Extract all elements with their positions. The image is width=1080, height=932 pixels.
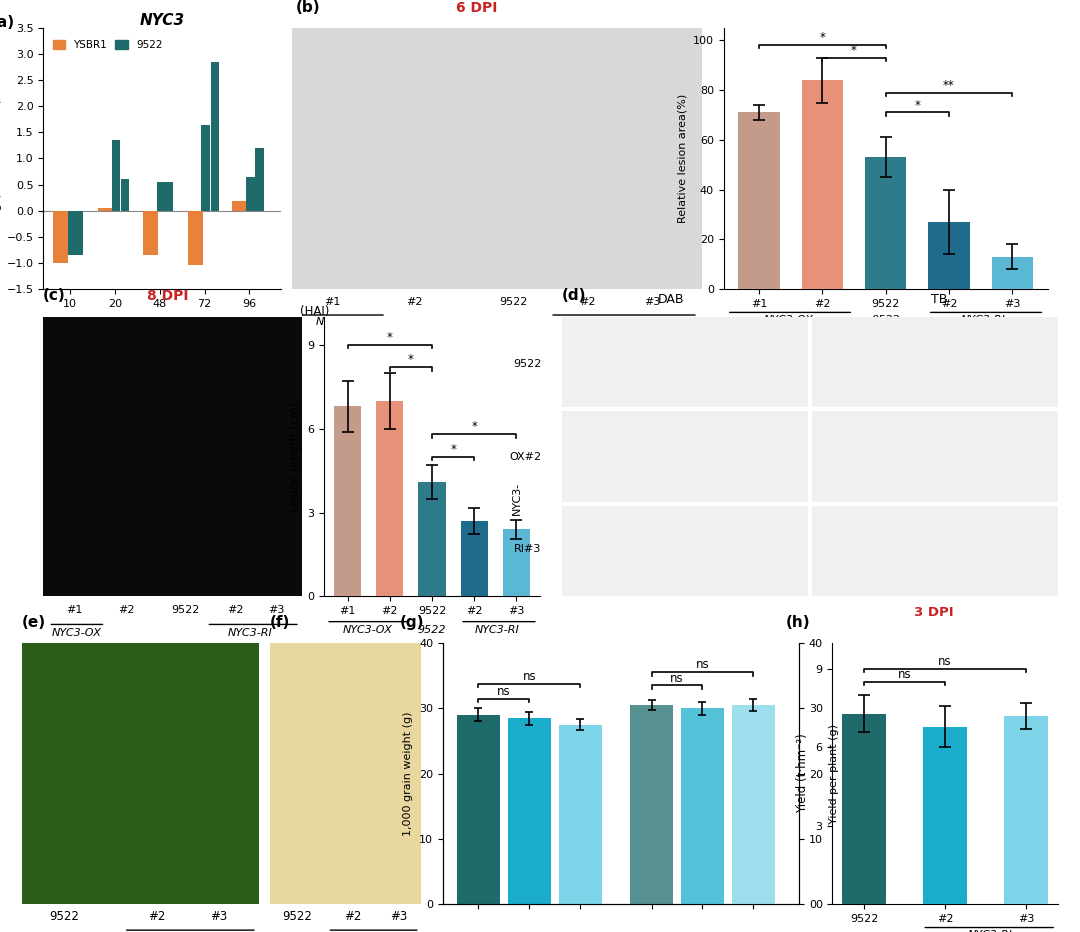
Bar	[842, 714, 887, 904]
Text: ns: ns	[497, 685, 511, 697]
Text: #3: #3	[645, 296, 661, 307]
Bar	[991, 256, 1032, 289]
Text: #2: #2	[579, 296, 595, 307]
Bar	[143, 211, 158, 255]
Bar	[558, 724, 602, 904]
Bar	[53, 211, 68, 263]
Y-axis label: Lesion length (cm): Lesion length (cm)	[288, 402, 301, 512]
Bar	[376, 401, 404, 596]
Text: (e): (e)	[22, 615, 45, 630]
Text: #2: #2	[148, 910, 165, 923]
Bar	[929, 222, 970, 289]
Text: #2: #2	[118, 605, 134, 615]
Text: ns: ns	[897, 668, 912, 681]
Text: #1: #1	[324, 296, 341, 307]
Text: 3 DPI: 3 DPI	[915, 606, 954, 619]
Text: 6 DPI: 6 DPI	[456, 1, 497, 15]
Text: (c): (c)	[43, 288, 66, 303]
Text: ns: ns	[523, 669, 536, 682]
Text: *: *	[450, 443, 456, 456]
Text: 9522: 9522	[872, 315, 900, 325]
Title: NYC3: NYC3	[139, 13, 185, 28]
Text: (d): (d)	[562, 288, 586, 303]
Text: ns: ns	[939, 655, 951, 668]
Text: (f): (f)	[270, 615, 291, 630]
Bar	[801, 80, 842, 289]
Text: NYC3-RI: NYC3-RI	[968, 930, 1013, 932]
Text: (h): (h)	[786, 615, 811, 630]
Text: 9522: 9522	[282, 910, 312, 923]
Text: OX#2: OX#2	[510, 452, 542, 461]
Bar	[121, 179, 130, 211]
Text: 9522: 9522	[50, 910, 79, 923]
Text: 9522: 9522	[172, 605, 200, 615]
Text: #2: #2	[406, 296, 423, 307]
Text: (a): (a)	[0, 15, 15, 30]
Y-axis label: 1,000 grain weight (g): 1,000 grain weight (g)	[404, 711, 414, 836]
Text: NYC3-RI: NYC3-RI	[228, 627, 273, 637]
Bar	[255, 148, 264, 211]
Y-axis label: Yield (t·hm⁻²): Yield (t·hm⁻²)	[796, 733, 809, 814]
Text: #3: #3	[268, 605, 285, 615]
Text: (b): (b)	[296, 0, 321, 15]
Text: *: *	[387, 331, 393, 344]
Bar	[188, 211, 203, 266]
Bar	[681, 708, 724, 904]
Text: *: *	[915, 99, 920, 112]
Text: NYC3-RI: NYC3-RI	[474, 624, 519, 635]
Text: #2: #2	[227, 605, 243, 615]
Text: 9522: 9522	[499, 296, 527, 307]
Text: *: *	[820, 32, 825, 45]
Text: ns: ns	[696, 659, 710, 671]
Bar	[508, 718, 551, 904]
Text: #3: #3	[390, 910, 407, 923]
Y-axis label: Yield per plant (g): Yield per plant (g)	[828, 723, 838, 824]
Bar	[211, 62, 219, 211]
Text: NYC3-RI: NYC3-RI	[602, 318, 647, 327]
Text: 9522: 9522	[513, 360, 542, 369]
Text: *: *	[851, 44, 856, 57]
Bar	[111, 140, 120, 211]
Bar	[68, 211, 83, 255]
Text: NYC3-OX: NYC3-OX	[52, 627, 102, 637]
Bar	[630, 705, 673, 904]
Text: ns: ns	[671, 672, 684, 684]
Bar	[158, 182, 173, 211]
Bar	[1003, 716, 1048, 904]
Text: (HAI): (HAI)	[300, 305, 329, 318]
Bar	[502, 529, 530, 596]
Text: NYC3-OX: NYC3-OX	[342, 624, 392, 635]
Text: DAB: DAB	[658, 293, 684, 306]
Text: #1: #1	[66, 605, 82, 615]
Bar	[334, 406, 362, 596]
Bar	[922, 727, 968, 904]
Bar	[98, 208, 113, 211]
Text: 9522: 9522	[418, 624, 446, 635]
Text: 8 DPI: 8 DPI	[147, 289, 188, 303]
Text: **: **	[943, 78, 955, 91]
Bar	[201, 125, 210, 211]
Text: NYC3-: NYC3-	[512, 482, 522, 515]
Text: RI#3: RI#3	[514, 544, 542, 554]
Text: *: *	[471, 420, 477, 433]
Text: *: *	[408, 353, 414, 366]
Y-axis label: Relative lesion area(%): Relative lesion area(%)	[677, 94, 687, 223]
Text: NYC3-OX: NYC3-OX	[764, 315, 813, 325]
Bar	[232, 201, 247, 211]
Text: TB: TB	[931, 293, 947, 306]
Text: #2: #2	[345, 910, 362, 923]
Bar	[732, 705, 774, 904]
Text: NYC3-RI: NYC3-RI	[960, 315, 1005, 325]
Text: #3: #3	[211, 910, 228, 923]
Text: (g): (g)	[400, 615, 424, 630]
Bar	[457, 715, 500, 904]
Bar	[460, 521, 488, 596]
Bar	[246, 177, 255, 211]
Bar	[418, 482, 446, 596]
Text: NYC3-OX: NYC3-OX	[316, 318, 366, 327]
Legend: YSBR1, 9522: YSBR1, 9522	[49, 35, 167, 54]
Bar	[739, 113, 780, 289]
Bar	[865, 158, 906, 289]
